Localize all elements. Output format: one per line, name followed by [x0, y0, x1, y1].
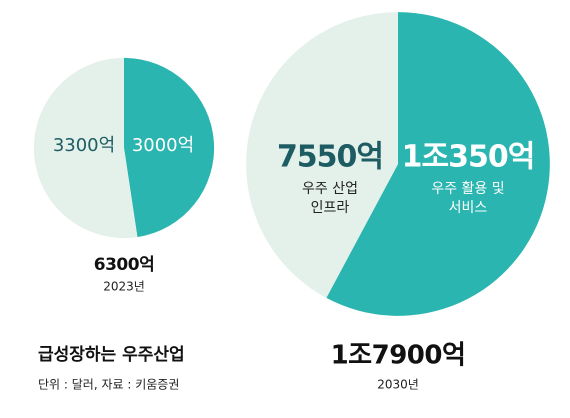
year-label: 2030년	[377, 378, 419, 392]
pie-slice	[124, 57, 215, 238]
value-label: 3000억	[132, 135, 194, 156]
category-label: 우주 활용 및	[431, 181, 504, 197]
pie-slice	[246, 12, 398, 298]
category-label: 인프라	[311, 200, 350, 216]
category-label: 서비스	[449, 200, 488, 216]
total-label: 1조7900억	[331, 341, 466, 371]
value-label: 7550억	[277, 140, 383, 175]
year-label: 2023년	[103, 280, 145, 294]
title: 급성장하는 우주산업	[38, 345, 185, 365]
category-label: 우주 산업	[302, 181, 358, 197]
total-label: 6300억	[94, 255, 154, 275]
value-label: 1조350억	[402, 140, 535, 175]
pie-slice	[33, 57, 138, 239]
pie-slice	[326, 12, 550, 316]
source: 단위 : 달러, 자료 : 키움증권	[38, 378, 179, 392]
value-label: 3300억	[53, 135, 115, 156]
